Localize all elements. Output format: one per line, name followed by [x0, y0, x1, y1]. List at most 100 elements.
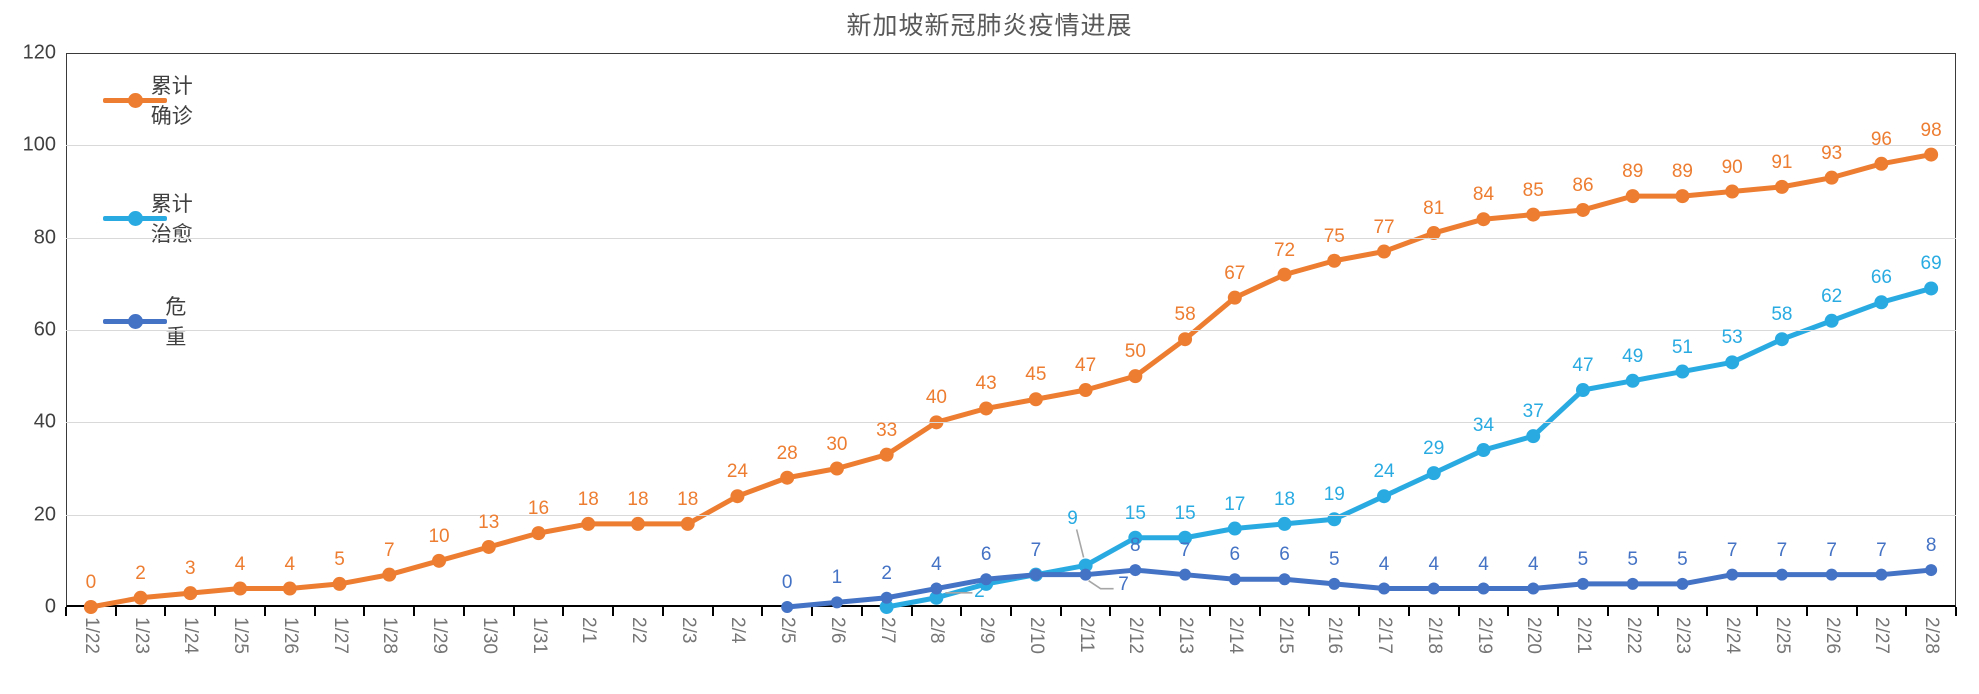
- data-point-累计确诊-2/23: [1675, 189, 1690, 204]
- data-label-累计确诊: 43: [975, 373, 997, 395]
- data-label-累计确诊: 91: [1771, 151, 1793, 173]
- data-point-累计确诊-2/15: [1277, 267, 1292, 282]
- x-axis-label: 2/19: [1473, 617, 1495, 654]
- data-label-累计确诊: 89: [1671, 161, 1694, 183]
- data-point-危重-2/28: [1925, 564, 1938, 577]
- data-point-危重-2/19: [1477, 582, 1490, 595]
- x-axis-tick: [661, 607, 664, 616]
- data-label-累计治愈: 2: [974, 580, 985, 602]
- y-axis-label: 120: [22, 41, 56, 64]
- data-label-累计确诊: 2: [135, 562, 146, 584]
- data-point-累计确诊-1/28: [382, 567, 397, 582]
- data-point-累计治愈-2/24: [1725, 355, 1740, 370]
- y-axis-label: 60: [33, 318, 56, 341]
- data-label-危重: 5: [1627, 548, 1638, 570]
- gridline: [66, 145, 1956, 147]
- data-point-累计确诊-1/22: [83, 600, 98, 614]
- data-point-累计确诊-2/4: [730, 489, 745, 504]
- x-axis-label: 2/2: [627, 617, 649, 644]
- data-point-累计治愈-2/17: [1377, 489, 1392, 504]
- x-axis-tick: [1905, 607, 1908, 616]
- data-point-危重-2/8: [930, 582, 943, 595]
- x-axis-tick: [1756, 607, 1759, 616]
- data-point-累计治愈-2/8: [929, 590, 944, 605]
- x-axis-tick: [1557, 607, 1560, 616]
- data-label-累计确诊: 16: [527, 498, 550, 520]
- data-label-危重: 5: [1677, 548, 1688, 570]
- x-axis-tick: [1805, 607, 1808, 616]
- data-point-累计确诊-1/31: [531, 526, 546, 541]
- data-point-累计确诊-1/30: [481, 539, 496, 554]
- data-label-累计确诊: 13: [478, 511, 500, 533]
- gridline: [66, 330, 1956, 331]
- data-label-累计治愈: 49: [1622, 345, 1644, 367]
- data-point-危重-2/23: [1676, 577, 1689, 590]
- data-label-累计确诊: 89: [1622, 161, 1644, 183]
- data-point-累计治愈-2/14: [1227, 521, 1242, 536]
- data-label-累计治愈: 51: [1671, 336, 1694, 358]
- data-label-危重: 5: [1328, 548, 1340, 570]
- data-label-累计确诊: 75: [1323, 225, 1345, 247]
- data-point-累计确诊-2/27: [1874, 156, 1889, 171]
- x-axis-label: 1/31: [528, 617, 550, 654]
- data-label-危重: 7: [1726, 539, 1738, 561]
- y-axis-label: 0: [44, 595, 56, 618]
- data-label-累计确诊: 3: [185, 558, 196, 580]
- data-label-累计确诊: 67: [1224, 262, 1246, 284]
- data-label-累计确诊: 24: [726, 461, 749, 483]
- data-label-危重: 7: [1826, 539, 1837, 561]
- legend-item-累计确诊: 累计确诊: [103, 75, 199, 128]
- x-axis-label: 2/13: [1175, 617, 1197, 654]
- data-point-累计确诊-2/20: [1526, 207, 1541, 222]
- data-label-危重: 2: [881, 562, 892, 584]
- x-axis-tick: [1010, 607, 1012, 616]
- series-line-累计治愈: [884, 285, 1934, 610]
- data-label-累计治愈: 24: [1373, 461, 1395, 483]
- data-label-累计确诊: 85: [1522, 179, 1544, 201]
- data-point-危重-2/24: [1726, 568, 1739, 581]
- data-point-危重-2/15: [1278, 573, 1291, 586]
- data-point-累计确诊-2/11: [1078, 383, 1093, 398]
- label-leader-line: [1088, 580, 1114, 590]
- data-label-危重: 4: [1478, 553, 1489, 575]
- x-axis-label: 1/30: [478, 617, 500, 654]
- data-label-累计治愈: 34: [1472, 415, 1495, 437]
- data-point-累计确诊-2/7: [879, 447, 894, 462]
- gridline: [66, 422, 1956, 424]
- data-label-累计确诊: 81: [1423, 198, 1445, 220]
- y-axis-label: 100: [22, 133, 56, 156]
- data-label-危重: 7: [1030, 539, 1042, 561]
- data-label-累计确诊: 18: [627, 488, 649, 510]
- data-point-危重-2/5: [781, 601, 794, 613]
- data-point-累计治愈-2/19: [1476, 443, 1491, 458]
- data-point-危重-2/11: [1079, 568, 1092, 581]
- data-label-累计治愈: 47: [1572, 355, 1594, 377]
- data-label-累计确诊: 45: [1025, 364, 1047, 386]
- data-point-累计确诊-1/23: [133, 590, 148, 605]
- data-label-累计治愈: 15: [1174, 502, 1196, 524]
- legend-item-累计治愈: 累计治愈: [103, 193, 199, 246]
- data-point-危重-2/10: [1029, 568, 1042, 581]
- data-point-累计治愈-2/13: [1178, 530, 1193, 545]
- data-point-危重-2/6: [830, 596, 843, 609]
- x-axis-tick: [562, 607, 565, 616]
- x-axis-label: 2/5: [777, 617, 799, 644]
- data-label-累计确诊: 4: [284, 553, 296, 575]
- x-axis-tick: [313, 607, 316, 616]
- data-label-危重: 7: [1776, 539, 1788, 561]
- x-axis-tick: [114, 607, 117, 616]
- data-label-累计确诊: 77: [1373, 216, 1395, 238]
- x-axis-label: 2/11: [1075, 617, 1097, 653]
- data-label-累计确诊: 86: [1572, 174, 1594, 196]
- x-axis-label: 2/1: [578, 617, 600, 644]
- data-label-累计确诊: 96: [1870, 128, 1892, 150]
- data-label-累计治愈: 17: [1224, 493, 1246, 515]
- data-point-累计治愈-2/15: [1277, 516, 1292, 531]
- data-point-累计确诊-2/5: [780, 470, 795, 485]
- x-axis-label: 2/15: [1274, 617, 1296, 654]
- label-leader-line: [1075, 529, 1085, 558]
- data-point-累计确诊-2/26: [1824, 170, 1839, 185]
- x-axis-label: 2/10: [1025, 617, 1047, 654]
